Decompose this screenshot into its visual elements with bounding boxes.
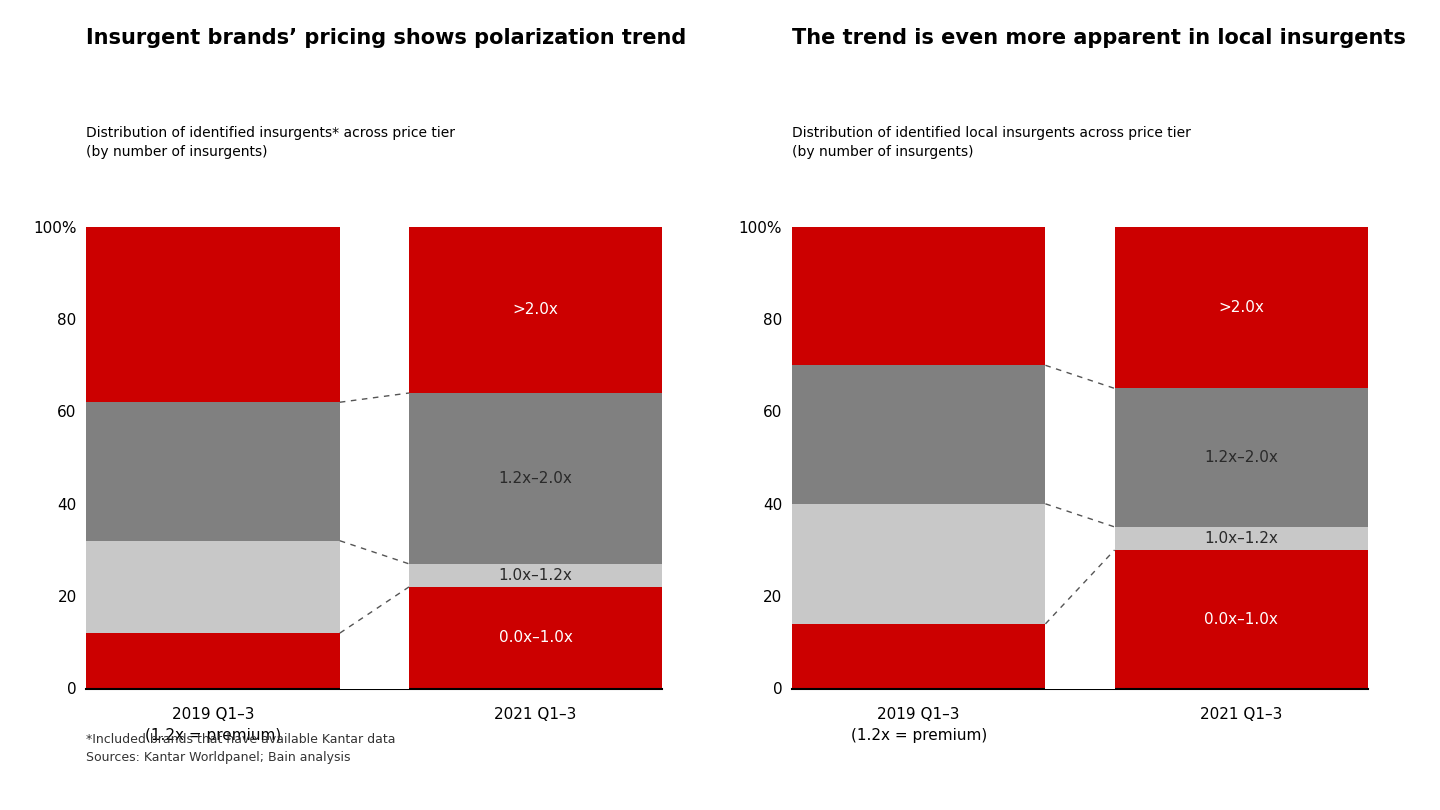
Bar bbox=[792, 227, 1045, 365]
Text: 0.0x–1.0x: 0.0x–1.0x bbox=[498, 630, 573, 646]
Text: 1.2x–2.0x: 1.2x–2.0x bbox=[498, 471, 573, 486]
Text: Distribution of identified local insurgents across price tier
(by number of insu: Distribution of identified local insurge… bbox=[792, 126, 1191, 159]
Text: 1.0x–1.2x: 1.0x–1.2x bbox=[1204, 531, 1279, 546]
Text: 1.0x–1.2x: 1.0x–1.2x bbox=[498, 568, 573, 583]
Bar bbox=[792, 365, 1045, 504]
Bar bbox=[340, 227, 409, 688]
Bar bbox=[86, 227, 340, 403]
Bar bbox=[1115, 527, 1368, 550]
Bar bbox=[1115, 227, 1368, 389]
Bar bbox=[86, 403, 340, 541]
Bar bbox=[409, 393, 662, 564]
Bar bbox=[409, 564, 662, 587]
Bar bbox=[792, 624, 1045, 688]
Text: Distribution of identified insurgents* across price tier
(by number of insurgent: Distribution of identified insurgents* a… bbox=[86, 126, 455, 159]
Text: 1.2x–2.0x: 1.2x–2.0x bbox=[1204, 450, 1279, 465]
Text: 0.0x–1.0x: 0.0x–1.0x bbox=[1204, 612, 1279, 627]
Text: *Included brands that have available Kantar data
Sources: Kantar Worldpanel; Bai: *Included brands that have available Kan… bbox=[86, 733, 396, 764]
Bar bbox=[1115, 550, 1368, 688]
Bar bbox=[409, 227, 662, 393]
Bar bbox=[86, 541, 340, 633]
Text: The trend is even more apparent in local insurgents: The trend is even more apparent in local… bbox=[792, 28, 1405, 49]
Bar bbox=[409, 587, 662, 688]
Text: >2.0x: >2.0x bbox=[1218, 300, 1264, 315]
Text: >2.0x: >2.0x bbox=[513, 302, 559, 318]
Bar bbox=[1115, 389, 1368, 527]
Bar bbox=[86, 633, 340, 688]
Bar bbox=[792, 504, 1045, 624]
Bar bbox=[1045, 227, 1115, 688]
Text: Insurgent brands’ pricing shows polarization trend: Insurgent brands’ pricing shows polariza… bbox=[86, 28, 687, 49]
